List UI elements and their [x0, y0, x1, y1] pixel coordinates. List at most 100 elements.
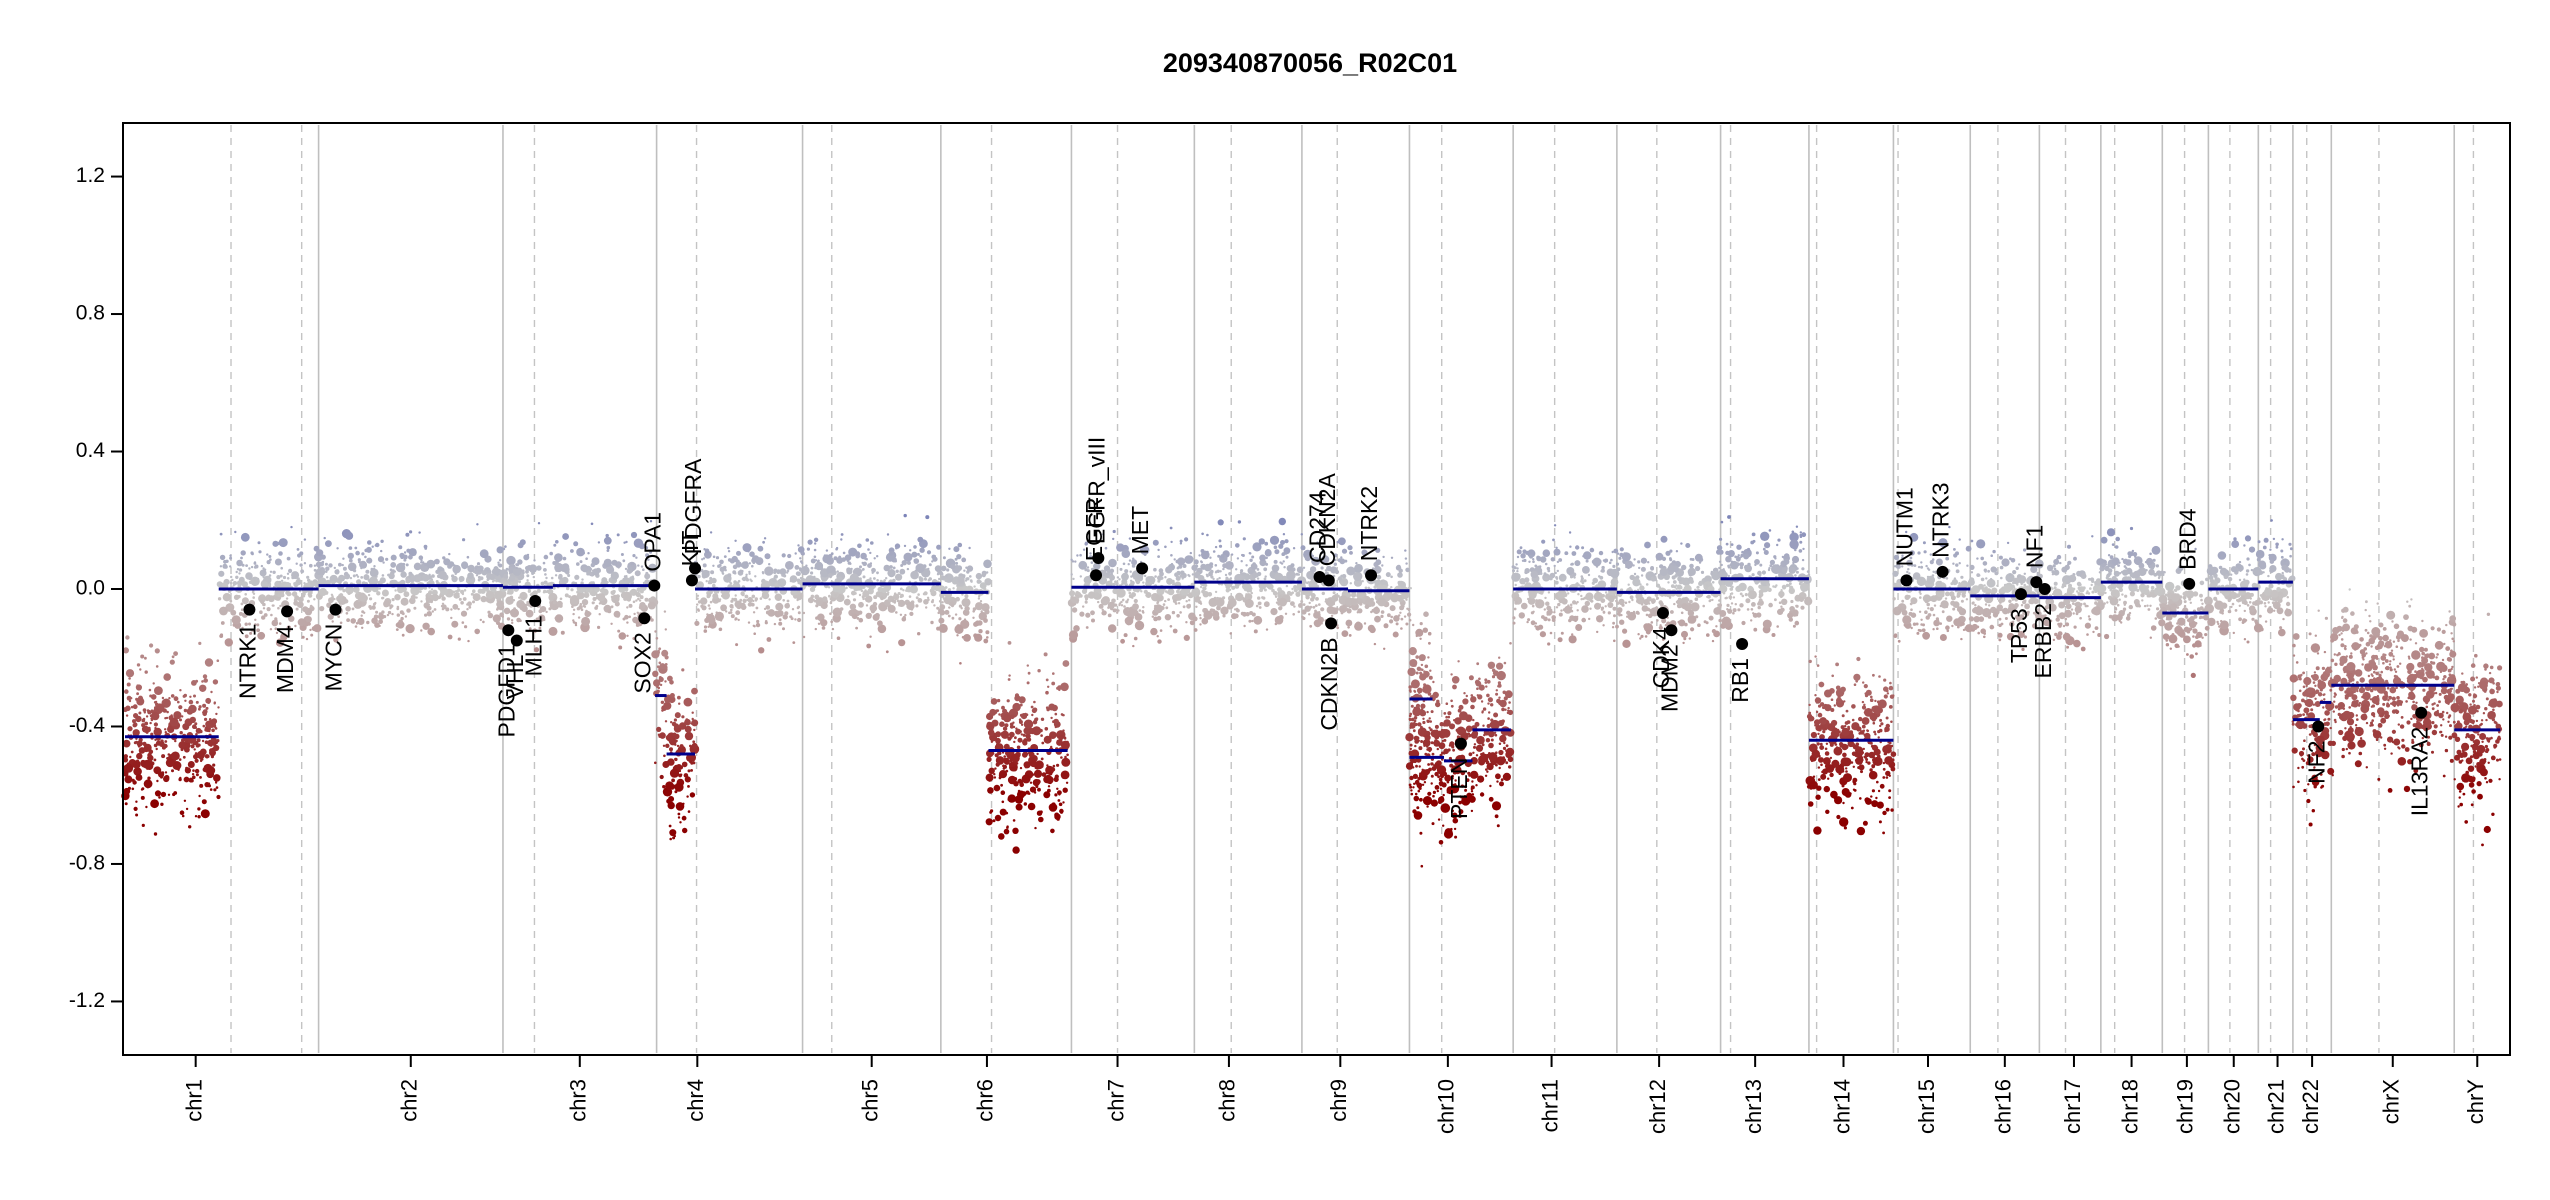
probe-point — [689, 792, 696, 798]
probe-point — [1633, 558, 1636, 561]
probe-point — [1505, 744, 1509, 748]
probe-point — [1159, 629, 1163, 632]
probe-point — [1175, 575, 1181, 581]
probe-point — [753, 632, 756, 635]
probe-point — [1418, 765, 1421, 768]
probe-point — [213, 788, 217, 792]
probe-point — [836, 556, 843, 564]
probe-point — [653, 679, 661, 687]
probe-point — [145, 730, 149, 734]
probe-point — [1000, 790, 1006, 795]
probe-point — [368, 576, 378, 586]
probe-point — [566, 586, 570, 591]
probe-point — [1184, 555, 1193, 564]
probe-point — [294, 624, 297, 628]
probe-point — [1123, 633, 1128, 638]
probe-point — [1613, 614, 1616, 618]
probe-point — [1535, 599, 1545, 609]
probe-point — [691, 742, 698, 749]
probe-point — [344, 599, 349, 604]
probe-point — [450, 608, 453, 611]
probe-point — [623, 541, 626, 544]
probe-point — [1486, 724, 1491, 728]
probe-point — [143, 711, 146, 714]
probe-point — [582, 566, 588, 573]
probe-point — [700, 604, 704, 608]
probe-point — [1465, 694, 1469, 698]
probe-point — [1225, 584, 1231, 590]
probe-point — [1471, 793, 1475, 796]
probe-point — [1068, 630, 1079, 640]
probe-point — [458, 597, 462, 601]
probe-point — [1528, 560, 1531, 563]
probe-point — [1485, 738, 1491, 743]
probe-point — [1473, 773, 1479, 778]
probe-point — [842, 551, 846, 555]
probe-point — [1502, 690, 1507, 695]
probe-point — [1176, 589, 1180, 594]
probe-point — [168, 697, 171, 700]
probe-point — [356, 575, 360, 578]
probe-point — [952, 587, 955, 590]
probe-point — [1185, 621, 1188, 624]
probe-point — [1565, 584, 1569, 588]
probe-point — [975, 572, 983, 580]
probe-point — [196, 750, 205, 760]
probe-point — [1454, 783, 1457, 786]
probe-point — [1570, 562, 1574, 566]
probe-point — [540, 581, 545, 586]
probe-point — [674, 757, 678, 762]
probe-point — [1198, 575, 1205, 582]
probe-point — [1506, 711, 1510, 715]
probe-point — [1060, 810, 1063, 814]
probe-point — [526, 601, 529, 604]
probe-point — [890, 572, 893, 576]
probe-point — [1475, 744, 1484, 752]
probe-point — [1157, 639, 1162, 644]
probe-point — [1604, 605, 1607, 608]
probe-point — [1419, 831, 1423, 835]
probe-point — [983, 559, 992, 569]
probe-point — [611, 594, 620, 604]
probe-point — [1327, 600, 1331, 604]
probe-point — [420, 561, 423, 564]
probe-point — [380, 549, 383, 553]
probe-point — [1640, 634, 1644, 639]
probe-point — [903, 513, 907, 518]
probe-point — [1273, 559, 1278, 564]
probe-point — [1415, 764, 1418, 768]
probe-point — [924, 577, 927, 580]
probe-point — [873, 585, 877, 588]
probe-point — [1496, 824, 1500, 828]
probe-point — [747, 621, 751, 624]
probe-point — [1192, 616, 1198, 622]
probe-point — [1264, 575, 1267, 578]
probe-point — [453, 592, 460, 599]
probe-point — [572, 612, 575, 616]
probe-point — [253, 577, 256, 581]
probe-point — [219, 606, 228, 616]
probe-point — [496, 606, 500, 610]
probe-point — [1158, 568, 1164, 573]
probe-point — [163, 699, 166, 702]
probe-point — [1563, 605, 1572, 614]
probe-point — [327, 613, 334, 620]
probe-point — [1430, 729, 1439, 738]
probe-point — [217, 597, 222, 601]
probe-point — [427, 595, 431, 598]
probe-point — [1259, 602, 1262, 605]
probe-point — [1037, 669, 1041, 673]
probe-point — [1683, 637, 1687, 641]
probe-point — [1167, 598, 1170, 601]
probe-point — [215, 786, 219, 789]
probe-point — [391, 612, 394, 616]
probe-point — [1685, 543, 1691, 548]
probe-point — [1637, 633, 1640, 636]
probe-point — [325, 540, 332, 547]
probe-point — [1253, 615, 1263, 625]
probe-point — [1494, 733, 1498, 737]
probe-point — [675, 739, 678, 743]
probe-point — [577, 592, 584, 599]
probe-point — [149, 714, 153, 718]
probe-point — [709, 531, 713, 534]
